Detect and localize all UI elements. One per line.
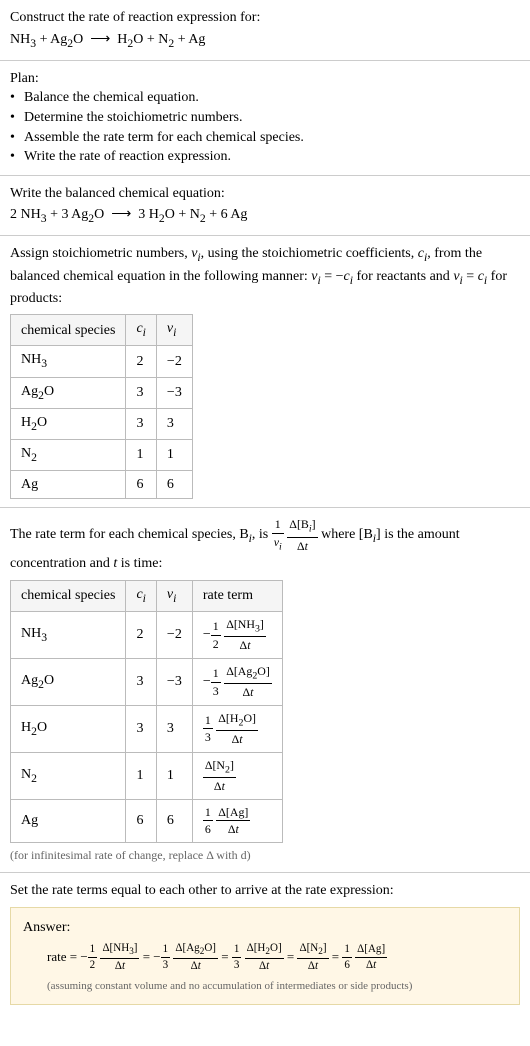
table-cell: N2: [11, 752, 126, 799]
answer-box: Answer: rate = −12 Δ[NH3]Δt = −13 Δ[Ag2O…: [10, 907, 520, 1006]
table-cell: 16 Δ[Ag]Δt: [192, 799, 282, 842]
table-header: νi: [156, 580, 192, 611]
table-cell: −2: [156, 346, 192, 377]
table-cell: −3: [156, 659, 192, 706]
rateterm-table: chemical speciesciνirate term NH32−2−12 …: [10, 580, 283, 843]
plan-item: •Determine the stoichiometric numbers.: [10, 108, 520, 128]
stoich-table: chemical speciesciνi NH32−2Ag2O3−3H2O33N…: [10, 314, 193, 499]
table-cell: 6: [126, 799, 156, 842]
table-cell: 6: [126, 470, 156, 499]
final-section: Set the rate terms equal to each other t…: [0, 873, 530, 1013]
table-cell: 3: [156, 408, 192, 439]
table-cell: 3: [126, 377, 156, 408]
balanced-section: Write the balanced chemical equation: 2 …: [0, 176, 530, 236]
answer-expression: rate = −12 Δ[NH3]Δt = −13 Δ[Ag2O]Δt = 13…: [23, 941, 507, 975]
table-row: N211: [11, 439, 193, 470]
table-row: Ag2O3−3−13 Δ[Ag2O]Δt: [11, 659, 283, 706]
table-header: νi: [156, 315, 192, 346]
table-cell: 13 Δ[H2O]Δt: [192, 705, 282, 752]
balanced-equation: 2 NH3 + 3 Ag2O ⟶ 3 H2O + N2 + 6 Ag: [10, 205, 520, 227]
plan-item-text: Write the rate of reaction expression.: [24, 147, 231, 167]
table-header: chemical species: [11, 315, 126, 346]
bullet-icon: •: [10, 147, 24, 167]
table-cell: H2O: [11, 705, 126, 752]
table-cell: NH3: [11, 612, 126, 659]
table-cell: −13 Δ[Ag2O]Δt: [192, 659, 282, 706]
plan-item: •Balance the chemical equation.: [10, 88, 520, 108]
table-header: ci: [126, 315, 156, 346]
plan-item-text: Assemble the rate term for each chemical…: [24, 128, 304, 148]
stoich-section: Assign stoichiometric numbers, νi, using…: [0, 236, 530, 507]
table-cell: Ag: [11, 799, 126, 842]
intro-section: Construct the rate of reaction expressio…: [0, 0, 530, 60]
table-cell: −12 Δ[NH3]Δt: [192, 612, 282, 659]
table-row: Ag66: [11, 470, 193, 499]
balanced-title: Write the balanced chemical equation:: [10, 184, 520, 204]
table-header: chemical species: [11, 580, 126, 611]
table-cell: 2: [126, 346, 156, 377]
plan-item: •Write the rate of reaction expression.: [10, 147, 520, 167]
table-cell: Ag: [11, 470, 126, 499]
table-cell: H2O: [11, 408, 126, 439]
table-cell: 1: [156, 752, 192, 799]
table-row: Ag2O3−3: [11, 377, 193, 408]
table-cell: −3: [156, 377, 192, 408]
table-cell: Ag2O: [11, 377, 126, 408]
table-cell: N2: [11, 439, 126, 470]
table-cell: Δ[N2]Δt: [192, 752, 282, 799]
answer-label: Answer:: [23, 918, 507, 938]
rateterm-note: (for infinitesimal rate of change, repla…: [10, 847, 520, 864]
table-cell: 1: [126, 439, 156, 470]
table-row: H2O33: [11, 408, 193, 439]
table-cell: 3: [156, 705, 192, 752]
table-cell: 6: [156, 799, 192, 842]
table-cell: 3: [126, 408, 156, 439]
final-title: Set the rate terms equal to each other t…: [10, 881, 520, 901]
table-cell: 3: [126, 705, 156, 752]
table-cell: 6: [156, 470, 192, 499]
bullet-icon: •: [10, 108, 24, 128]
table-header: rate term: [192, 580, 282, 611]
table-cell: NH3: [11, 346, 126, 377]
table-row: NH32−2−12 Δ[NH3]Δt: [11, 612, 283, 659]
table-cell: 2: [126, 612, 156, 659]
table-row: N211Δ[N2]Δt: [11, 752, 283, 799]
rateterm-section: The rate term for each chemical species,…: [0, 508, 530, 871]
intro-title: Construct the rate of reaction expressio…: [10, 8, 520, 28]
stoich-intro: Assign stoichiometric numbers, νi, using…: [10, 244, 520, 308]
bullet-icon: •: [10, 128, 24, 148]
table-header: ci: [126, 580, 156, 611]
plan-title: Plan:: [10, 69, 520, 89]
plan-item-text: Balance the chemical equation.: [24, 88, 199, 108]
table-cell: Ag2O: [11, 659, 126, 706]
table-cell: 1: [156, 439, 192, 470]
table-row: Ag6616 Δ[Ag]Δt: [11, 799, 283, 842]
table-cell: −2: [156, 612, 192, 659]
table-row: H2O3313 Δ[H2O]Δt: [11, 705, 283, 752]
rateterm-intro: The rate term for each chemical species,…: [10, 516, 520, 574]
intro-equation: NH3 + Ag2O ⟶ H2O + N2 + Ag: [10, 30, 520, 52]
answer-note: (assuming constant volume and no accumul…: [23, 979, 507, 994]
bullet-icon: •: [10, 88, 24, 108]
plan-item: •Assemble the rate term for each chemica…: [10, 128, 520, 148]
table-cell: 1: [126, 752, 156, 799]
plan-section: Plan: •Balance the chemical equation.•De…: [0, 61, 530, 175]
table-cell: 3: [126, 659, 156, 706]
table-row: NH32−2: [11, 346, 193, 377]
plan-item-text: Determine the stoichiometric numbers.: [24, 108, 243, 128]
